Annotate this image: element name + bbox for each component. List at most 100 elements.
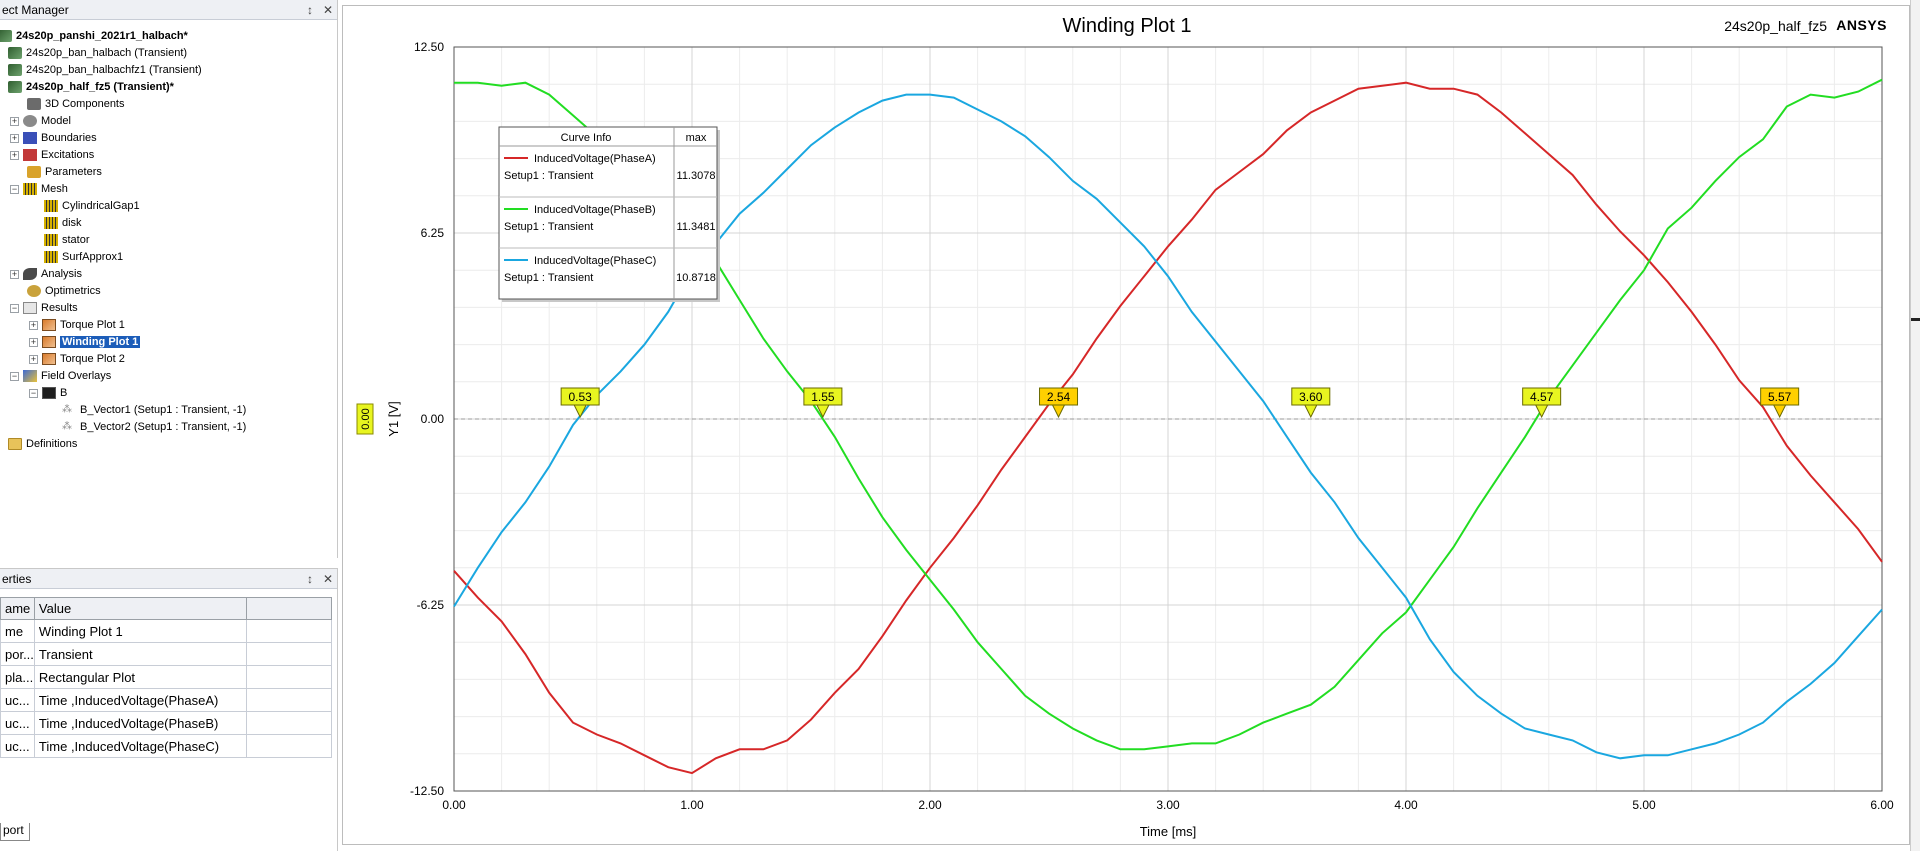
series-line bbox=[453, 81, 1883, 775]
tree-item-mesh-op[interactable]: CylindricalGap1 bbox=[44, 198, 140, 214]
y-axis-label: Y1 [V] bbox=[386, 401, 401, 436]
column-header-name[interactable]: ame bbox=[0, 597, 35, 620]
marker-box bbox=[1291, 387, 1331, 406]
pin-icon[interactable]: ↕ bbox=[307, 2, 313, 17]
tree-item-analysis[interactable]: + Analysis bbox=[10, 266, 82, 282]
property-value[interactable]: Rectangular Plot bbox=[33, 665, 247, 689]
property-name: uc... bbox=[0, 688, 35, 712]
expand-icon[interactable]: + bbox=[10, 268, 19, 279]
tree-item-mesh-op[interactable]: disk bbox=[44, 215, 82, 231]
tree-item-mesh[interactable]: − Mesh bbox=[10, 181, 68, 197]
tree-item-mesh-op[interactable]: SurfApprox1 bbox=[44, 249, 123, 265]
expand-icon[interactable]: + bbox=[29, 319, 38, 330]
tree-item-label: Boundaries bbox=[41, 132, 97, 144]
legend-header: Curve Info bbox=[561, 132, 612, 144]
expand-icon[interactable]: + bbox=[29, 353, 38, 364]
collapse-icon[interactable]: − bbox=[10, 302, 19, 313]
marker-box bbox=[560, 387, 600, 406]
table-row[interactable]: uc... Time ,InducedVoltage(PhaseC) bbox=[0, 734, 333, 758]
tree-item-label: Model bbox=[41, 115, 71, 127]
close-icon[interactable]: ✕ bbox=[322, 571, 334, 586]
tree-item-project[interactable]: 24s20p_panshi_2021r1_halbach* bbox=[0, 28, 188, 44]
pin-icon[interactable]: ↕ bbox=[307, 571, 313, 586]
close-icon[interactable]: ✕ bbox=[322, 2, 334, 17]
property-name: uc... bbox=[0, 711, 35, 735]
properties-table: ame Value me Winding Plot 1 por... Transie… bbox=[0, 597, 333, 758]
property-value[interactable]: Transient bbox=[33, 642, 247, 666]
column-header-value[interactable]: Value bbox=[33, 597, 247, 620]
tree-item-design[interactable]: 24s20p_half_fz5 (Transient)* bbox=[8, 79, 174, 95]
y-tick-label: 6.25 bbox=[421, 226, 445, 240]
property-value[interactable]: Time ,InducedVoltage(PhaseC) bbox=[33, 734, 247, 758]
tree-item-optimetrics[interactable]: Optimetrics bbox=[27, 283, 101, 299]
tree-item-boundaries[interactable]: + Boundaries bbox=[10, 130, 97, 146]
mesh-op-icon bbox=[44, 217, 58, 229]
marker-label: 2.54 bbox=[1047, 390, 1071, 404]
design-icon bbox=[8, 47, 22, 59]
marker-label: 5.57 bbox=[1768, 390, 1792, 404]
collapse-icon[interactable]: − bbox=[10, 370, 19, 381]
expand-icon[interactable]: + bbox=[10, 149, 19, 160]
table-row[interactable]: pla... Rectangular Plot bbox=[0, 665, 333, 689]
property-value[interactable]: Time ,InducedVoltage(PhaseA) bbox=[33, 688, 247, 712]
tree-item-results[interactable]: − Results bbox=[10, 300, 78, 316]
tree-item-b-vector-2[interactable]: ⁂ B_Vector2 (Setup1 : Transient, -1) bbox=[62, 419, 246, 435]
tree-item-label: Field Overlays bbox=[41, 370, 112, 382]
property-value[interactable]: Winding Plot 1 bbox=[33, 619, 247, 643]
tree-item-design[interactable]: 24s20p_ban_halbach (Transient) bbox=[8, 45, 187, 61]
winding-plot-chart[interactable]: 0.00 1.00 2.00 3.00 4.00 5.00 6.00 12.50 6.25 0.0… bbox=[343, 6, 1911, 846]
folder-icon bbox=[8, 438, 22, 450]
tree-item-winding-plot-1[interactable]: + Winding Plot 1 bbox=[29, 334, 141, 350]
tree-item-label: Torque Plot 2 bbox=[60, 353, 125, 365]
project-manager-panel: ect Manager ↕ ✕ 24s20p_panshi_2021r1_hal… bbox=[0, 0, 338, 558]
property-value[interactable]: Time ,InducedVoltage(PhaseB) bbox=[33, 711, 247, 735]
table-row[interactable]: uc... Time ,InducedVoltage(PhaseB) bbox=[0, 711, 333, 735]
table-row[interactable]: por... Transient bbox=[0, 642, 333, 666]
plot-title: Winding Plot 1 bbox=[1062, 15, 1192, 37]
expand-icon[interactable]: + bbox=[10, 132, 19, 143]
table-row[interactable]: uc... Time ,InducedVoltage(PhaseA) bbox=[0, 688, 333, 712]
property-name: por... bbox=[0, 642, 35, 666]
tree-item-label: 24s20p_half_fz5 (Transient)* bbox=[26, 81, 174, 93]
x-tick-label: 5.00 bbox=[1632, 798, 1656, 812]
tree-item-model[interactable]: + Model bbox=[10, 113, 71, 129]
tree-item-field-overlays[interactable]: − Field Overlays bbox=[10, 368, 111, 384]
expand-icon[interactable]: + bbox=[10, 115, 19, 126]
column-header-extra[interactable] bbox=[245, 597, 333, 620]
tree-item-parameters[interactable]: Parameters bbox=[27, 164, 102, 180]
mesh-op-icon bbox=[44, 200, 58, 212]
collapse-icon[interactable]: − bbox=[29, 387, 38, 398]
tree-item-mesh-op[interactable]: stator bbox=[44, 232, 90, 248]
scrollbar[interactable] bbox=[1910, 0, 1920, 851]
plot-icon bbox=[42, 353, 56, 365]
property-extra bbox=[245, 688, 333, 712]
expand-icon[interactable]: + bbox=[29, 336, 38, 347]
marker-box bbox=[803, 387, 843, 406]
scrollbar-thumb[interactable] bbox=[1911, 318, 1920, 321]
y-tick-label: 0.00 bbox=[421, 412, 445, 426]
properties-title: erties bbox=[2, 571, 32, 586]
legend-entry-setup: Setup1 : Transient bbox=[504, 272, 593, 284]
field-overlays-icon bbox=[23, 370, 37, 382]
tree-item-b-vector-1[interactable]: ⁂ B_Vector1 (Setup1 : Transient, -1) bbox=[62, 402, 246, 418]
tree-item-label: Parameters bbox=[45, 166, 102, 178]
plot-window[interactable]: Winding Plot 1 24s20p_half_fz5 ANSYS 0.0… bbox=[342, 5, 1910, 845]
project-icon bbox=[0, 30, 12, 42]
y-marker-label: 0.00 bbox=[360, 408, 372, 429]
tree-item-definitions[interactable]: Definitions bbox=[8, 436, 77, 452]
property-name: uc... bbox=[0, 734, 35, 758]
tab-report[interactable]: port bbox=[0, 823, 30, 841]
tree-item-excitations[interactable]: + Excitations bbox=[10, 147, 94, 163]
project-manager-title: ect Manager bbox=[2, 2, 69, 17]
tree-item-design[interactable]: 24s20p_ban_halbachfz1 (Transient) bbox=[8, 62, 202, 78]
table-row[interactable]: me Winding Plot 1 bbox=[0, 619, 333, 643]
tree-item-torque-plot-1[interactable]: + Torque Plot 1 bbox=[29, 317, 125, 333]
x-tick-label: 0.00 bbox=[442, 798, 466, 812]
x-axis-label: Time [ms] bbox=[1140, 824, 1197, 839]
tree-item-b[interactable]: − B bbox=[29, 385, 67, 401]
collapse-icon[interactable]: − bbox=[10, 183, 19, 194]
ansys-logo: ANSYS bbox=[1836, 17, 1887, 33]
tree-item-torque-plot-2[interactable]: + Torque Plot 2 bbox=[29, 351, 125, 367]
components-icon bbox=[27, 98, 41, 110]
tree-item-3d-components[interactable]: 3D Components bbox=[27, 96, 125, 112]
